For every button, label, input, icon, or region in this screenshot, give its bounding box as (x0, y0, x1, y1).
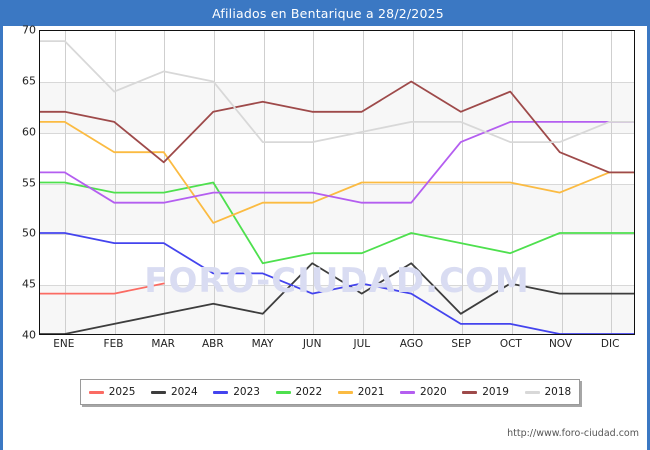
x-axis-tick-label: DIC (600, 338, 620, 350)
y-axis-tick-label: 45 (22, 277, 36, 291)
series-line-2023 (40, 232, 634, 334)
plot-band (40, 285, 634, 334)
gridline (611, 31, 613, 334)
gridline (313, 31, 315, 334)
series-line-2020 (40, 121, 634, 204)
x-axis-tick-label: OCT (499, 338, 522, 350)
legend-item-2024[interactable]: 2024 (151, 386, 198, 398)
x-axis-tick-label: ABR (201, 338, 224, 350)
gridline (213, 31, 215, 334)
legend-label: 2024 (171, 386, 198, 398)
gridline (114, 31, 116, 334)
gridline (40, 183, 634, 185)
x-axis-tick-label: AGO (399, 338, 424, 350)
legend-swatch-icon (151, 390, 166, 394)
legend-item-2019[interactable]: 2019 (462, 386, 509, 398)
x-axis-tick-label: NOV (548, 338, 573, 350)
x-axis-tick-label: JUN (302, 338, 322, 350)
gridline (40, 234, 634, 236)
x-axis-tick-label: SEP (451, 338, 471, 350)
series-line-2018 (40, 40, 634, 143)
y-axis-labels: 40 45 50 55 60 65 70 (3, 24, 36, 342)
y-axis-tick-label: 40 (22, 328, 36, 342)
chart-area: 40 45 50 55 60 65 70 FORO-CIUDAD.COM ENE FEB MAR… (3, 24, 650, 366)
window-title-bar: Afiliados en Bentarique a 28/2/2025 (3, 0, 650, 26)
legend-label: 2021 (357, 386, 385, 398)
legend-swatch-icon (524, 390, 540, 394)
series-line-2021 (40, 121, 634, 224)
legend-swatch-icon (400, 390, 415, 394)
gridline (40, 81, 634, 83)
gridline (164, 31, 166, 334)
plot-area (39, 30, 635, 335)
legend-label: 2025 (108, 386, 136, 398)
series-line-2019 (40, 80, 634, 174)
x-axis-labels: ENE FEB MAR ABR MAY JUN JUL AGO SEP OCT NOV DIC (39, 338, 635, 358)
series-line-2025 (40, 282, 165, 295)
x-axis-tick-label: MAR (151, 338, 175, 350)
y-axis-tick-label: 70 (22, 23, 36, 37)
series-line-2022 (40, 181, 634, 265)
x-axis-tick-label: ENE (53, 338, 75, 350)
legend-swatch-icon (337, 390, 353, 394)
chart-legend: 2025 2024 2023 2022 2021 2020 2019 2018 (80, 379, 580, 405)
y-axis-tick-label: 65 (22, 74, 36, 88)
legend-item-2025[interactable]: 2025 (88, 386, 136, 398)
legend-label: 2019 (482, 386, 509, 398)
series-lines (40, 40, 634, 334)
legend-label: 2018 (544, 386, 572, 398)
legend-swatch-icon (88, 390, 104, 394)
legend-item-2020[interactable]: 2020 (400, 386, 447, 398)
legend-item-2022[interactable]: 2022 (275, 386, 323, 398)
legend-label: 2020 (420, 386, 447, 398)
gridline (561, 31, 563, 334)
x-axis-tick-label: JUL (353, 338, 371, 350)
legend-label: 2022 (295, 386, 323, 398)
series-line-2024 (40, 262, 634, 334)
page-title: Afiliados en Bentarique a 28/2/2025 (212, 5, 444, 21)
gridline (263, 31, 265, 334)
plot-band (40, 81, 634, 133)
y-axis-tick-label: 50 (22, 226, 36, 240)
legend-item-2021[interactable]: 2021 (337, 386, 385, 398)
legend-swatch-icon (462, 390, 478, 394)
legend-item-2018[interactable]: 2018 (524, 386, 572, 398)
legend-swatch-icon (275, 390, 291, 394)
legend-item-2023[interactable]: 2023 (213, 386, 260, 398)
legend-label: 2023 (233, 386, 260, 398)
y-axis-tick-label: 60 (22, 125, 36, 139)
gridline (40, 285, 634, 287)
x-axis-tick-label: MAY (251, 338, 274, 350)
y-axis-tick-label: 55 (22, 176, 36, 189)
gridline (40, 132, 634, 134)
source-url: http://www.foro-ciudad.com (507, 428, 639, 439)
x-axis-tick-label: FEB (103, 338, 124, 350)
legend-swatch-icon (213, 390, 229, 394)
